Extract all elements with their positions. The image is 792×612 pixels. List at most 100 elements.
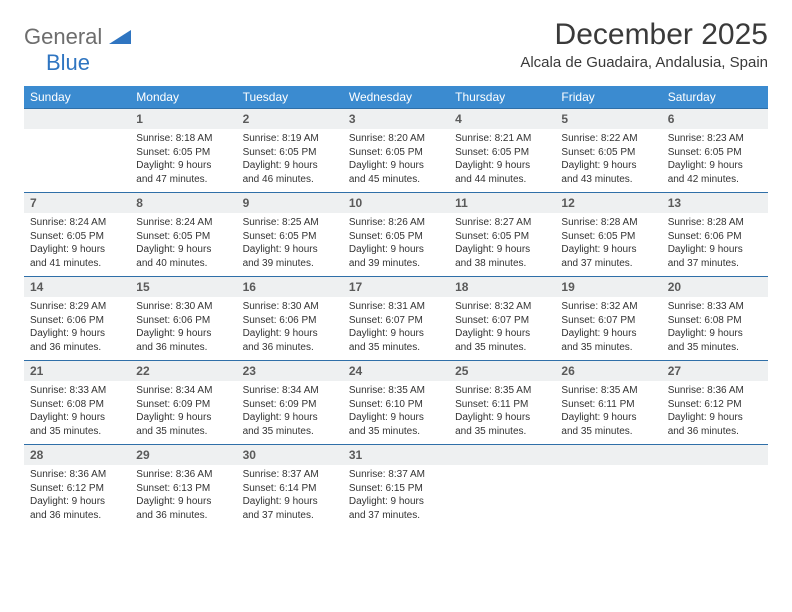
logo-part1: General	[24, 24, 102, 49]
sunrise-text: Sunrise: 8:27 AM	[455, 216, 549, 230]
daylight-line1: Daylight: 9 hours	[349, 411, 443, 425]
sunrise-text: Sunrise: 8:26 AM	[349, 216, 443, 230]
sunset-text: Sunset: 6:07 PM	[561, 314, 655, 328]
day-number-row: 21222324252627	[24, 361, 768, 382]
weekday-header: Sunday	[24, 86, 130, 109]
sunset-text: Sunset: 6:06 PM	[668, 230, 762, 244]
day-data-cell: Sunrise: 8:24 AMSunset: 6:05 PMDaylight:…	[130, 213, 236, 277]
daylight-line1: Daylight: 9 hours	[136, 243, 230, 257]
daylight-line2: and 37 minutes.	[668, 257, 762, 271]
logo-triangle-icon	[109, 31, 131, 48]
day-number-cell: 24	[343, 361, 449, 382]
day-number-cell: 20	[662, 277, 768, 298]
sunrise-text: Sunrise: 8:28 AM	[561, 216, 655, 230]
daylight-line2: and 37 minutes.	[243, 509, 337, 523]
weekday-header-row: SundayMondayTuesdayWednesdayThursdayFrid…	[24, 86, 768, 109]
day-number-cell: 19	[555, 277, 661, 298]
daylight-line2: and 35 minutes.	[349, 425, 443, 439]
daylight-line1: Daylight: 9 hours	[243, 159, 337, 173]
sunrise-text: Sunrise: 8:18 AM	[136, 132, 230, 146]
day-number-cell: 16	[237, 277, 343, 298]
day-data-cell: Sunrise: 8:20 AMSunset: 6:05 PMDaylight:…	[343, 129, 449, 193]
daylight-line2: and 36 minutes.	[243, 341, 337, 355]
day-number-cell: 22	[130, 361, 236, 382]
sunset-text: Sunset: 6:11 PM	[455, 398, 549, 412]
sunrise-text: Sunrise: 8:35 AM	[561, 384, 655, 398]
day-data-cell: Sunrise: 8:37 AMSunset: 6:14 PMDaylight:…	[237, 465, 343, 528]
sunset-text: Sunset: 6:05 PM	[561, 146, 655, 160]
day-number-cell: 29	[130, 445, 236, 466]
sunset-text: Sunset: 6:05 PM	[136, 230, 230, 244]
sunrise-text: Sunrise: 8:36 AM	[30, 468, 124, 482]
day-data-cell: Sunrise: 8:29 AMSunset: 6:06 PMDaylight:…	[24, 297, 130, 361]
day-number-cell: 31	[343, 445, 449, 466]
daylight-line1: Daylight: 9 hours	[136, 159, 230, 173]
sunset-text: Sunset: 6:05 PM	[243, 230, 337, 244]
sunrise-text: Sunrise: 8:25 AM	[243, 216, 337, 230]
day-data-cell: Sunrise: 8:25 AMSunset: 6:05 PMDaylight:…	[237, 213, 343, 277]
sunrise-text: Sunrise: 8:19 AM	[243, 132, 337, 146]
sunrise-text: Sunrise: 8:35 AM	[455, 384, 549, 398]
day-number-cell: 7	[24, 193, 130, 214]
sunrise-text: Sunrise: 8:22 AM	[561, 132, 655, 146]
sunrise-text: Sunrise: 8:29 AM	[30, 300, 124, 314]
sunset-text: Sunset: 6:08 PM	[668, 314, 762, 328]
day-data-row: Sunrise: 8:24 AMSunset: 6:05 PMDaylight:…	[24, 213, 768, 277]
day-number-cell: 12	[555, 193, 661, 214]
day-data-cell: Sunrise: 8:34 AMSunset: 6:09 PMDaylight:…	[237, 381, 343, 445]
day-data-cell: Sunrise: 8:33 AMSunset: 6:08 PMDaylight:…	[662, 297, 768, 361]
daylight-line2: and 36 minutes.	[30, 341, 124, 355]
sunset-text: Sunset: 6:05 PM	[30, 230, 124, 244]
calendar-body: 123456Sunrise: 8:18 AMSunset: 6:05 PMDay…	[24, 109, 768, 529]
sunset-text: Sunset: 6:06 PM	[136, 314, 230, 328]
daylight-line1: Daylight: 9 hours	[668, 243, 762, 257]
sunset-text: Sunset: 6:05 PM	[349, 146, 443, 160]
day-data-cell: Sunrise: 8:23 AMSunset: 6:05 PMDaylight:…	[662, 129, 768, 193]
sunrise-text: Sunrise: 8:34 AM	[136, 384, 230, 398]
day-number-cell: 13	[662, 193, 768, 214]
sunset-text: Sunset: 6:13 PM	[136, 482, 230, 496]
day-number-cell: 15	[130, 277, 236, 298]
day-number-cell	[662, 445, 768, 466]
weekday-header: Tuesday	[237, 86, 343, 109]
day-number-row: 123456	[24, 109, 768, 130]
daylight-line2: and 35 minutes.	[561, 425, 655, 439]
sunset-text: Sunset: 6:12 PM	[668, 398, 762, 412]
sunrise-text: Sunrise: 8:31 AM	[349, 300, 443, 314]
sunset-text: Sunset: 6:05 PM	[561, 230, 655, 244]
month-title: December 2025	[520, 18, 768, 52]
daylight-line2: and 35 minutes.	[30, 425, 124, 439]
sunrise-text: Sunrise: 8:30 AM	[243, 300, 337, 314]
day-number-cell: 14	[24, 277, 130, 298]
daylight-line1: Daylight: 9 hours	[455, 411, 549, 425]
sunrise-text: Sunrise: 8:37 AM	[349, 468, 443, 482]
logo-part2: Blue	[24, 50, 90, 75]
day-data-cell: Sunrise: 8:21 AMSunset: 6:05 PMDaylight:…	[449, 129, 555, 193]
daylight-line1: Daylight: 9 hours	[561, 327, 655, 341]
day-data-cell: Sunrise: 8:27 AMSunset: 6:05 PMDaylight:…	[449, 213, 555, 277]
day-data-cell: Sunrise: 8:32 AMSunset: 6:07 PMDaylight:…	[449, 297, 555, 361]
weekday-header: Wednesday	[343, 86, 449, 109]
day-number-cell: 26	[555, 361, 661, 382]
sunrise-text: Sunrise: 8:37 AM	[243, 468, 337, 482]
daylight-line2: and 45 minutes.	[349, 173, 443, 187]
day-number-cell: 28	[24, 445, 130, 466]
location: Alcala de Guadaira, Andalusia, Spain	[520, 54, 768, 71]
logo-text: General Blue	[24, 24, 131, 76]
daylight-line2: and 36 minutes.	[668, 425, 762, 439]
daylight-line1: Daylight: 9 hours	[349, 495, 443, 509]
day-number-row: 78910111213	[24, 193, 768, 214]
day-data-cell: Sunrise: 8:37 AMSunset: 6:15 PMDaylight:…	[343, 465, 449, 528]
day-number-cell: 30	[237, 445, 343, 466]
day-data-row: Sunrise: 8:36 AMSunset: 6:12 PMDaylight:…	[24, 465, 768, 528]
weekday-header: Monday	[130, 86, 236, 109]
header: General Blue December 2025 Alcala de Gua…	[24, 18, 768, 76]
sunset-text: Sunset: 6:07 PM	[455, 314, 549, 328]
sunset-text: Sunset: 6:05 PM	[455, 230, 549, 244]
daylight-line1: Daylight: 9 hours	[349, 327, 443, 341]
day-number-cell	[449, 445, 555, 466]
sunset-text: Sunset: 6:05 PM	[349, 230, 443, 244]
daylight-line1: Daylight: 9 hours	[30, 243, 124, 257]
sunrise-text: Sunrise: 8:24 AM	[30, 216, 124, 230]
day-number-row: 28293031	[24, 445, 768, 466]
